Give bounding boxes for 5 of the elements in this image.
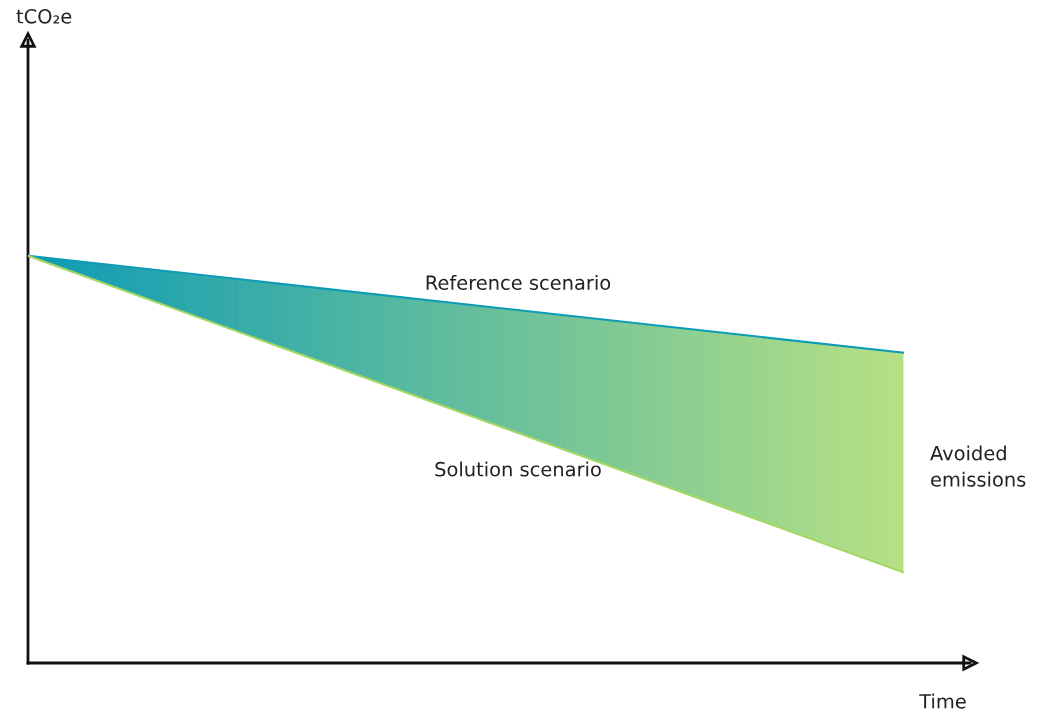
x-axis-title: Time xyxy=(919,693,966,709)
annotation: Avoided emissions xyxy=(930,445,1026,487)
series-label: Solution scenario xyxy=(435,461,601,477)
series-label: Reference scenario xyxy=(426,274,611,291)
text: tCO₂e xyxy=(16,8,72,24)
